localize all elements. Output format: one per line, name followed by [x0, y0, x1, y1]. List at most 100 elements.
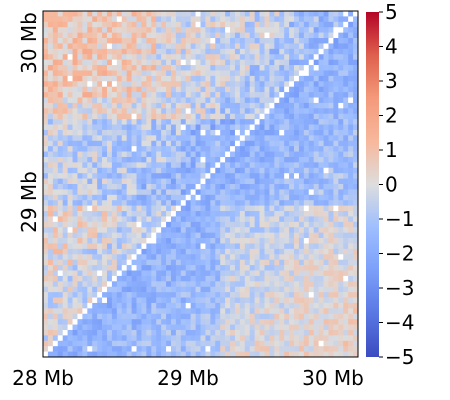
heatmap-diagonal-cell: [308, 59, 314, 66]
heatmap-cell: [166, 27, 172, 33]
heatmap-cell: [308, 340, 314, 347]
heatmap-cell: [284, 194, 290, 201]
heatmap-cell: [239, 313, 246, 320]
heatmap-cell: [72, 270, 78, 277]
heatmap-cell: [106, 38, 113, 44]
heatmap-cell: [121, 81, 127, 87]
heatmap-cell: [151, 86, 157, 93]
heatmap-cell: [205, 281, 211, 288]
heatmap-cell: [220, 54, 226, 60]
heatmap-cell: [151, 146, 157, 152]
heatmap-cell: [180, 313, 187, 320]
heatmap-cell: [210, 124, 216, 131]
heatmap-cell: [47, 227, 54, 233]
heatmap-cell: [116, 156, 123, 163]
heatmap-cell: [343, 200, 349, 206]
heatmap-cell: [82, 329, 88, 336]
heatmap-cell: [136, 156, 142, 163]
heatmap-cell: [220, 167, 226, 174]
heatmap-cell: [323, 329, 329, 336]
heatmap-cell: [249, 329, 255, 336]
heatmap-cell: [67, 227, 73, 233]
heatmap-cell: [279, 313, 285, 320]
heatmap-cell: [205, 319, 211, 325]
heatmap-cell: [47, 173, 54, 179]
heatmap-cell: [126, 124, 132, 131]
heatmap-cell: [47, 259, 54, 266]
heatmap-cell: [77, 292, 83, 298]
heatmap-cell: [156, 205, 162, 212]
heatmap-cell: [244, 216, 251, 223]
heatmap-cell: [348, 129, 354, 136]
heatmap-cell: [62, 43, 68, 50]
heatmap-cell: [195, 308, 201, 315]
heatmap-cell: [106, 167, 113, 174]
heatmap-cell: [47, 340, 54, 347]
heatmap-cell: [230, 81, 236, 87]
heatmap-cell: [230, 140, 236, 147]
heatmap-cell: [264, 292, 270, 298]
heatmap-cell: [180, 32, 187, 39]
heatmap-cell: [353, 205, 359, 212]
heatmap-cell: [136, 32, 142, 39]
heatmap-cell: [136, 86, 142, 93]
heatmap-cell: [274, 265, 280, 271]
heatmap-cell: [136, 194, 142, 201]
heatmap-cell: [269, 108, 275, 115]
heatmap-cell: [52, 48, 59, 55]
heatmap-cell: [269, 259, 275, 266]
heatmap-cell: [116, 238, 123, 244]
heatmap-cell: [230, 297, 236, 304]
heatmap-cell: [294, 308, 300, 315]
heatmap-cell: [239, 38, 246, 44]
heatmap-cell: [77, 16, 83, 23]
heatmap-cell: [239, 205, 246, 212]
heatmap-cell: [205, 221, 211, 228]
heatmap-cell: [353, 146, 359, 152]
heatmap-cell: [239, 97, 246, 104]
heatmap-cell: [210, 270, 216, 277]
heatmap-cell: [318, 265, 324, 271]
heatmap-cell: [141, 75, 147, 82]
heatmap-cell: [269, 238, 275, 244]
heatmap-cell: [279, 200, 285, 206]
heatmap-cell: [111, 140, 118, 147]
heatmap-cell: [205, 329, 211, 336]
heatmap-cell: [67, 238, 73, 244]
heatmap-cell: [141, 297, 147, 304]
heatmap-cell: [151, 75, 157, 82]
heatmap-cell: [244, 248, 251, 255]
heatmap-cell: [126, 59, 132, 66]
heatmap-cell: [121, 119, 127, 125]
heatmap-cell: [185, 243, 191, 250]
heatmap-cell: [92, 254, 98, 260]
heatmap-cell: [43, 151, 49, 158]
heatmap-cell: [308, 297, 314, 304]
heatmap-cell: [313, 270, 319, 277]
heatmap-cell: [175, 59, 182, 66]
heatmap-cell: [190, 135, 196, 142]
heatmap-cell: [47, 302, 54, 309]
heatmap-cell: [180, 254, 187, 260]
heatmap-cell: [284, 205, 290, 212]
heatmap-cell: [249, 270, 255, 277]
heatmap-cell: [72, 221, 78, 228]
heatmap-frame: [42, 10, 359, 358]
heatmap-cell: [82, 275, 88, 282]
heatmap-cell: [156, 162, 162, 169]
heatmap-cell: [210, 297, 216, 304]
heatmap-cell: [318, 313, 324, 320]
heatmap-cell: [47, 238, 54, 244]
heatmap-cell: [279, 119, 285, 125]
heatmap-cell: [254, 162, 260, 169]
heatmap-cell: [57, 59, 63, 66]
heatmap-cell: [151, 302, 157, 309]
colorbar-tick-label: 2: [385, 104, 398, 128]
heatmap-cell: [92, 200, 98, 206]
heatmap-cell: [111, 59, 118, 66]
heatmap-cell: [298, 248, 305, 255]
heatmap-cell: [170, 129, 177, 136]
heatmap-cell: [57, 173, 63, 179]
heatmap-cell: [289, 313, 295, 320]
heatmap-cell: [343, 43, 349, 50]
